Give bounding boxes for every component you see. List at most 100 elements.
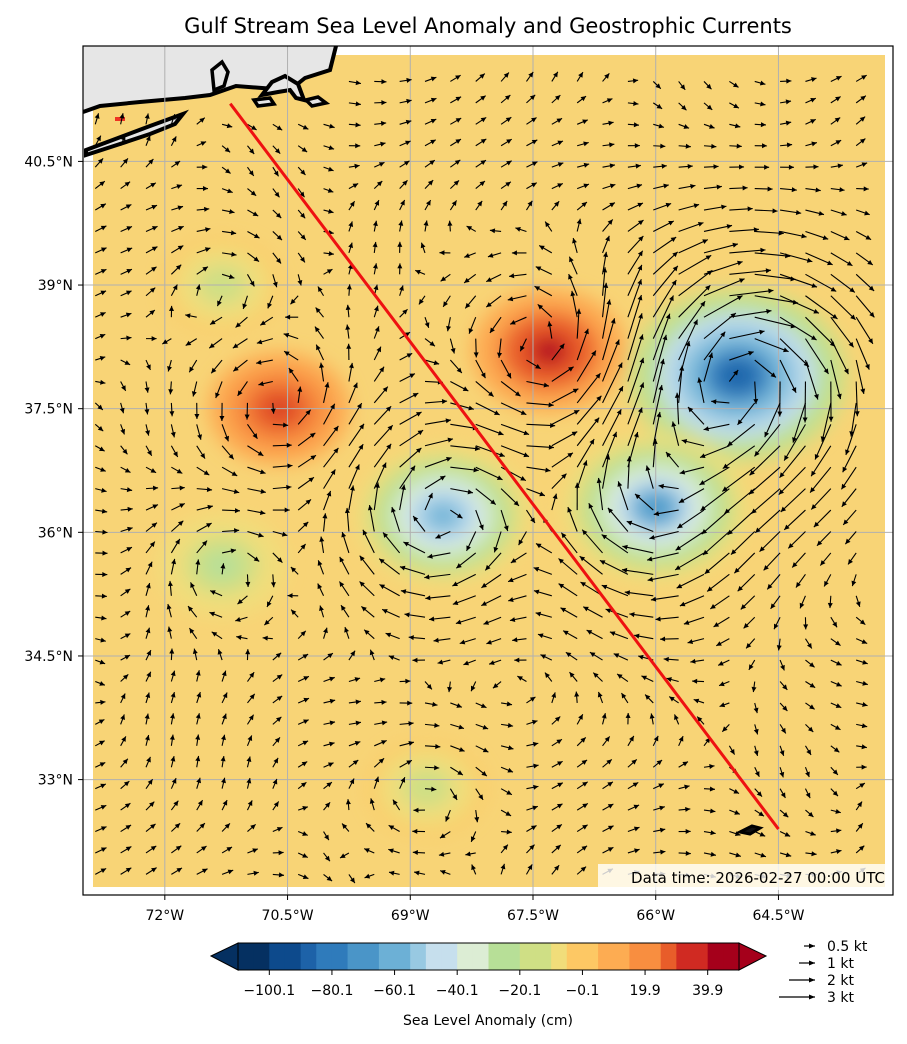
current-arrowhead-751 [256,359,262,365]
data-time-box: Data time: 2026-02-27 00:00 UTC [598,864,888,890]
chart-title: Gulf Stream Sea Level Anomaly and Geostr… [184,14,792,38]
current-arrowhead-691 [324,382,330,388]
current-arrowhead-293 [447,686,453,693]
current-arrowhead-613 [679,469,686,475]
current-arrowhead-130 [246,778,252,784]
current-arrowhead-693 [382,386,388,393]
current-arrow-771 [779,359,797,394]
current-arrowhead-509 [413,515,419,522]
current-arrowhead-1074 [609,142,615,148]
current-arrowhead-116 [685,806,691,812]
current-arrow-798 [678,300,706,339]
current-arrowhead-1154 [786,78,792,84]
current-arrowhead-288 [329,676,335,682]
current-arrowhead-548 [617,481,623,487]
current-arrowhead-1115 [859,116,866,122]
current-arrowhead-642 [656,411,662,418]
current-arrowhead-709 [764,431,770,438]
current-arrowhead-1033 [354,163,360,169]
current-arrowhead-151 [780,792,786,798]
current-arrowhead-679 [784,455,789,461]
current-arrowhead-656 [224,435,230,442]
current-arrowhead-342 [124,633,131,639]
current-arrowhead-1045 [661,163,667,169]
current-arrowhead-45 [438,851,445,857]
current-arrowhead-867 [869,311,875,318]
current-arrowhead-117 [710,808,716,814]
current-arrow-861 [703,278,745,297]
current-arrowhead-614 [699,480,706,485]
land [83,46,764,836]
current-arrowhead-558 [101,487,107,493]
current-arrowhead-793 [547,321,553,327]
current-arrowhead-830 [736,295,743,301]
current-arrowhead-742 [828,416,834,422]
current-arrowhead-902 [177,245,184,251]
current-arrowhead-408 [210,590,216,595]
current-arrowhead-165 [352,760,359,766]
current-arrowhead-688 [244,414,250,420]
current-arrowhead-809 [169,305,175,311]
current-arrowhead-345 [189,628,195,634]
colorbar-segment-14 [457,943,474,970]
current-arrowhead-493 [792,562,798,568]
current-arrow-764 [602,318,616,361]
current-arrowhead-136 [400,777,406,783]
colorbar-segment-19 [535,943,552,970]
bermuda [735,824,764,836]
current-arrowhead-861 [739,278,745,283]
current-arrowhead-746 [146,364,151,370]
current-arrowhead-1128 [656,103,663,109]
current-arrowhead-384 [382,609,388,614]
current-arrowhead-529 [152,504,158,510]
current-arrowhead-426 [650,596,657,602]
current-arrowhead-875 [272,281,278,288]
current-arrowhead-262 [456,703,462,708]
current-arrowhead-148 [709,786,715,792]
current-arrowhead-763 [584,328,589,335]
current-arrowhead-73 [366,823,372,829]
colorbar-segment-27 [660,943,677,970]
current-arrowhead-162 [273,757,279,764]
current-arrowhead-155 [99,762,106,767]
current-arrowhead-386 [429,616,435,622]
current-arrowhead-334 [690,658,696,664]
current-arrowhead-57 [760,852,766,858]
colorbar-extend-high [738,942,768,971]
current-arrowhead-828 [671,279,677,286]
current-arrowhead-908 [328,251,334,257]
x-tick-label: 70.5°W [262,908,314,924]
current-arrowhead-541 [456,513,463,519]
current-arrowhead-123 [857,801,863,808]
current-arrowhead-697 [494,410,500,415]
current-arrowhead-953 [697,221,704,227]
current-arrowhead-343 [145,627,151,634]
colorbar-tick-label: 39.9 [692,983,723,999]
current-arrowhead-67 [224,823,230,829]
current-arrowhead-669 [573,410,580,415]
colorbar-segment-1 [253,943,270,970]
current-arrowhead-1028 [225,168,231,174]
current-arrowhead-65 [174,823,181,829]
current-arrowhead-419 [481,601,487,606]
current-arrowhead-1107 [658,123,664,129]
current-arrowhead-511 [466,545,471,551]
current-arrow-894 [754,273,796,281]
current-arrowhead-316 [245,649,251,655]
current-arrowhead-204 [556,739,562,745]
current-arrow-645 [699,445,730,459]
current-arrowhead-36 [226,846,233,852]
axis-ticks: 72°W 70.5°W 69°W 67.5°W 66°W 64.5°W 40.5°N 39°N… [24,154,804,924]
current-arrowhead-277 [835,703,842,708]
current-arrow-554 [754,509,781,534]
current-arrowhead-379 [264,619,270,626]
current-arrowhead-195 [329,741,335,747]
current-arrowhead-964 [177,205,184,211]
current-arrowhead-154 [859,783,865,788]
current-arrowhead-756 [406,353,413,358]
current-arrow-516 [588,502,604,532]
current-arrowhead-1054 [96,135,101,142]
current-arrowhead-463 [824,580,829,587]
current-arrowhead-69 [276,827,283,832]
current-arrowhead-459 [707,586,713,592]
